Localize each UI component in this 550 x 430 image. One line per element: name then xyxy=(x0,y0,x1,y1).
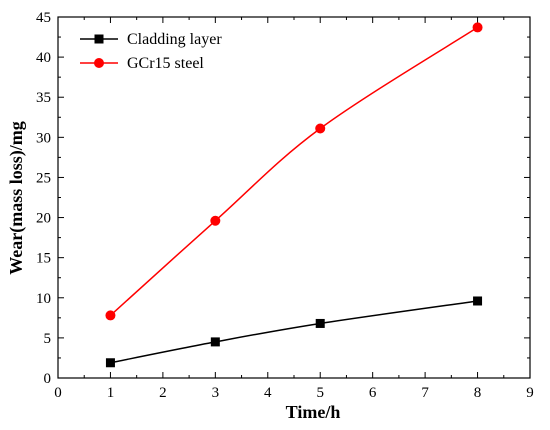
data-point-square xyxy=(105,358,115,368)
legend-label: Cladding layer xyxy=(127,31,222,48)
x-tick-label: 7 xyxy=(421,385,429,401)
series-line-0 xyxy=(110,300,478,364)
series-line-1 xyxy=(109,26,478,316)
x-tick-label: 8 xyxy=(474,385,482,401)
y-tick-label: 30 xyxy=(36,130,51,146)
y-tick-label: 40 xyxy=(36,50,51,66)
y-tick-label: 0 xyxy=(44,371,52,387)
x-tick-label: 6 xyxy=(369,385,377,401)
y-tick-label: 25 xyxy=(36,170,51,186)
legend: Cladding layer GCr15 steel xyxy=(80,31,222,72)
x-tick-label: 1 xyxy=(107,385,115,401)
data-point-circle xyxy=(210,215,221,226)
data-point-circle xyxy=(472,22,483,33)
y-axis-title: Wear(mass loss)/mg xyxy=(6,121,27,274)
data-point-square xyxy=(210,337,220,347)
y-tick-label: 15 xyxy=(36,251,51,267)
data-point-square xyxy=(473,296,483,306)
x-tick-label: 3 xyxy=(212,385,220,401)
data-point-circle xyxy=(315,123,326,134)
data-series xyxy=(105,22,483,368)
data-point-square xyxy=(315,318,325,328)
y-tick-label: 5 xyxy=(44,331,52,347)
x-tick-label: 5 xyxy=(316,385,324,401)
axis-ticks xyxy=(57,16,531,379)
y-tick-label: 45 xyxy=(36,10,51,26)
y-tick-label: 10 xyxy=(36,291,51,307)
legend-label: GCr15 steel xyxy=(127,55,204,72)
x-tick-label: 4 xyxy=(264,385,272,401)
legend-marker-circle xyxy=(94,58,104,68)
legend-marker-square xyxy=(94,34,104,44)
x-axis-title: Time/h xyxy=(286,402,341,422)
x-tick-label: 2 xyxy=(159,385,167,401)
data-point-circle xyxy=(105,310,116,321)
x-tick-label: 0 xyxy=(54,385,62,401)
y-tick-label: 20 xyxy=(36,211,51,227)
y-tick-label: 35 xyxy=(36,90,51,106)
x-tick-label: 9 xyxy=(526,385,534,401)
